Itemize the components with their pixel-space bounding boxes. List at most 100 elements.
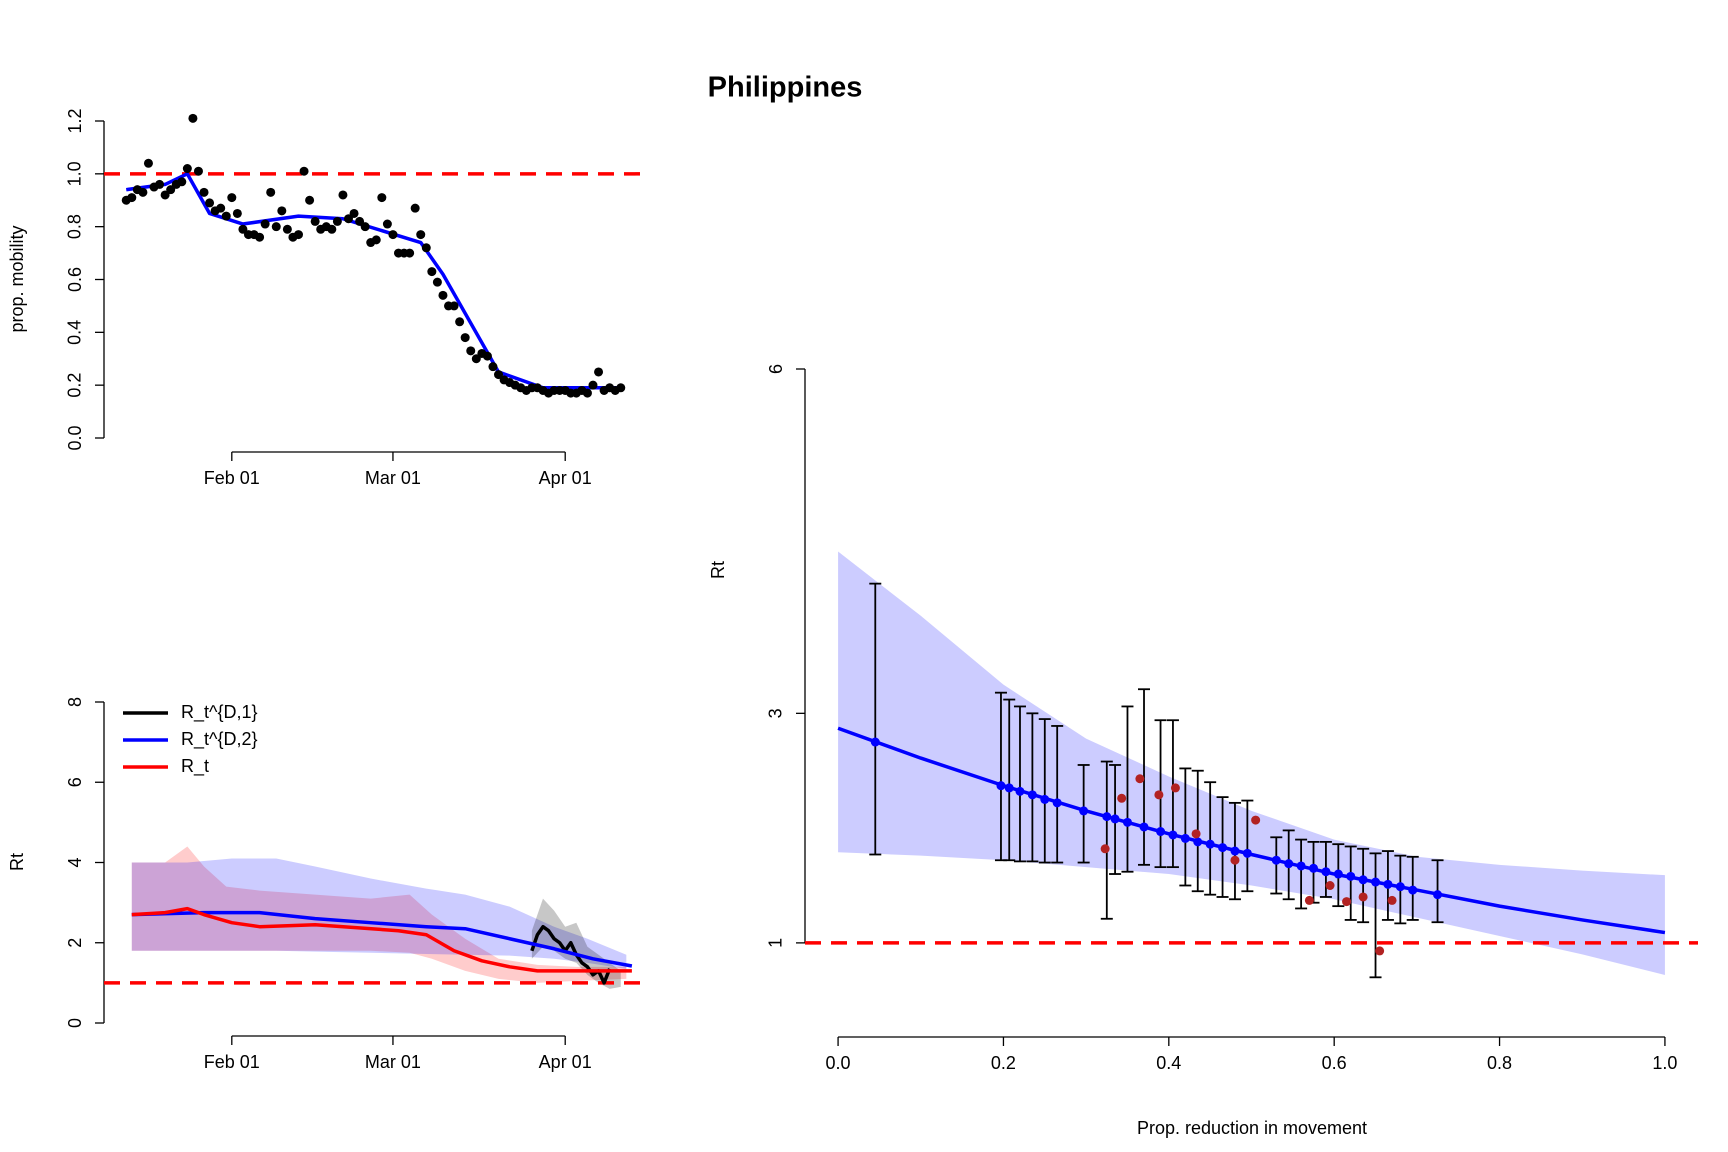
y-tick-label: 0.0 (65, 425, 85, 450)
x-tick-label: Feb 01 (204, 468, 260, 488)
x-tick-label: 0.6 (1322, 1053, 1347, 1073)
point (332, 216, 342, 226)
y-tick-label: 1.0 (65, 161, 85, 186)
point (1168, 830, 1178, 840)
point (216, 203, 226, 213)
confidence-band (838, 551, 1665, 976)
point (1358, 875, 1368, 885)
point (1321, 867, 1331, 877)
y-tick-label: 6 (766, 364, 786, 374)
point (1271, 855, 1281, 865)
point (405, 248, 415, 258)
point (143, 158, 153, 168)
point (1040, 794, 1050, 804)
point (1004, 783, 1014, 793)
point (327, 224, 337, 234)
point (338, 190, 348, 200)
point (1251, 815, 1261, 825)
x-tick-label: 1.0 (1652, 1053, 1677, 1073)
point (1433, 890, 1443, 900)
point (1156, 827, 1166, 837)
point (1139, 822, 1149, 832)
point (1375, 946, 1385, 956)
point (310, 216, 320, 226)
point (199, 187, 209, 197)
point (1052, 798, 1062, 808)
x-tick-label: Mar 01 (365, 1052, 421, 1072)
point (482, 351, 492, 361)
legend-label: R_t^{D,1} (181, 702, 258, 723)
point (388, 230, 398, 240)
x-tick-label: 0.2 (991, 1053, 1016, 1073)
x-tick-label: Feb 01 (204, 1052, 260, 1072)
point (421, 243, 431, 253)
point (1079, 806, 1089, 816)
point (177, 177, 187, 187)
confidence-band (131, 846, 627, 983)
point (455, 317, 465, 327)
point (271, 222, 281, 232)
point (1371, 877, 1381, 887)
x-tick-label: Apr 01 (539, 468, 592, 488)
point (438, 290, 448, 300)
point (427, 267, 437, 277)
line (125, 172, 621, 390)
point (260, 219, 270, 229)
point (282, 224, 292, 234)
point (1180, 833, 1190, 843)
y-tick-label: 0 (65, 1018, 85, 1028)
point (293, 230, 303, 240)
point (466, 346, 476, 356)
point (1325, 880, 1335, 890)
point (255, 232, 265, 242)
point (1333, 869, 1343, 879)
x-tick-label: 0.0 (826, 1053, 851, 1073)
point (588, 380, 598, 390)
point (1383, 879, 1393, 889)
point (1304, 895, 1314, 905)
point (1218, 843, 1228, 853)
point (410, 203, 420, 213)
point (594, 367, 604, 377)
x-tick-label: 0.8 (1487, 1053, 1512, 1073)
point (227, 193, 237, 203)
point (205, 198, 215, 208)
point (266, 187, 276, 197)
x-axis-label: Prop. reduction in movement (1137, 1118, 1367, 1138)
y-axis-label: Rt (7, 853, 27, 871)
point (488, 362, 498, 372)
y-tick-label: 6 (65, 777, 85, 787)
point (299, 166, 309, 176)
point (1205, 839, 1215, 849)
point (1342, 897, 1352, 907)
point (277, 206, 287, 216)
point (1230, 846, 1240, 856)
y-axis-label: prop. mobility (7, 225, 27, 332)
y-axis-label: Rt (708, 561, 728, 579)
point (1395, 882, 1405, 892)
point (616, 383, 626, 393)
point (1100, 844, 1110, 854)
point (349, 208, 359, 218)
point (377, 193, 387, 203)
confidence-band (131, 858, 627, 969)
point (1015, 786, 1025, 796)
y-tick-label: 0.2 (65, 373, 85, 398)
point (1110, 814, 1120, 824)
point (1309, 863, 1319, 873)
point (127, 193, 137, 203)
point (1408, 885, 1418, 895)
y-tick-label: 0.6 (65, 267, 85, 292)
point (432, 277, 442, 287)
point (371, 235, 381, 245)
point (1296, 861, 1306, 871)
x-tick-label: Apr 01 (539, 1052, 592, 1072)
point (1117, 793, 1127, 803)
line (131, 910, 633, 968)
point (188, 113, 198, 123)
point (221, 211, 231, 221)
point (193, 166, 203, 176)
y-tick-label: 3 (766, 708, 786, 718)
point (155, 179, 165, 189)
